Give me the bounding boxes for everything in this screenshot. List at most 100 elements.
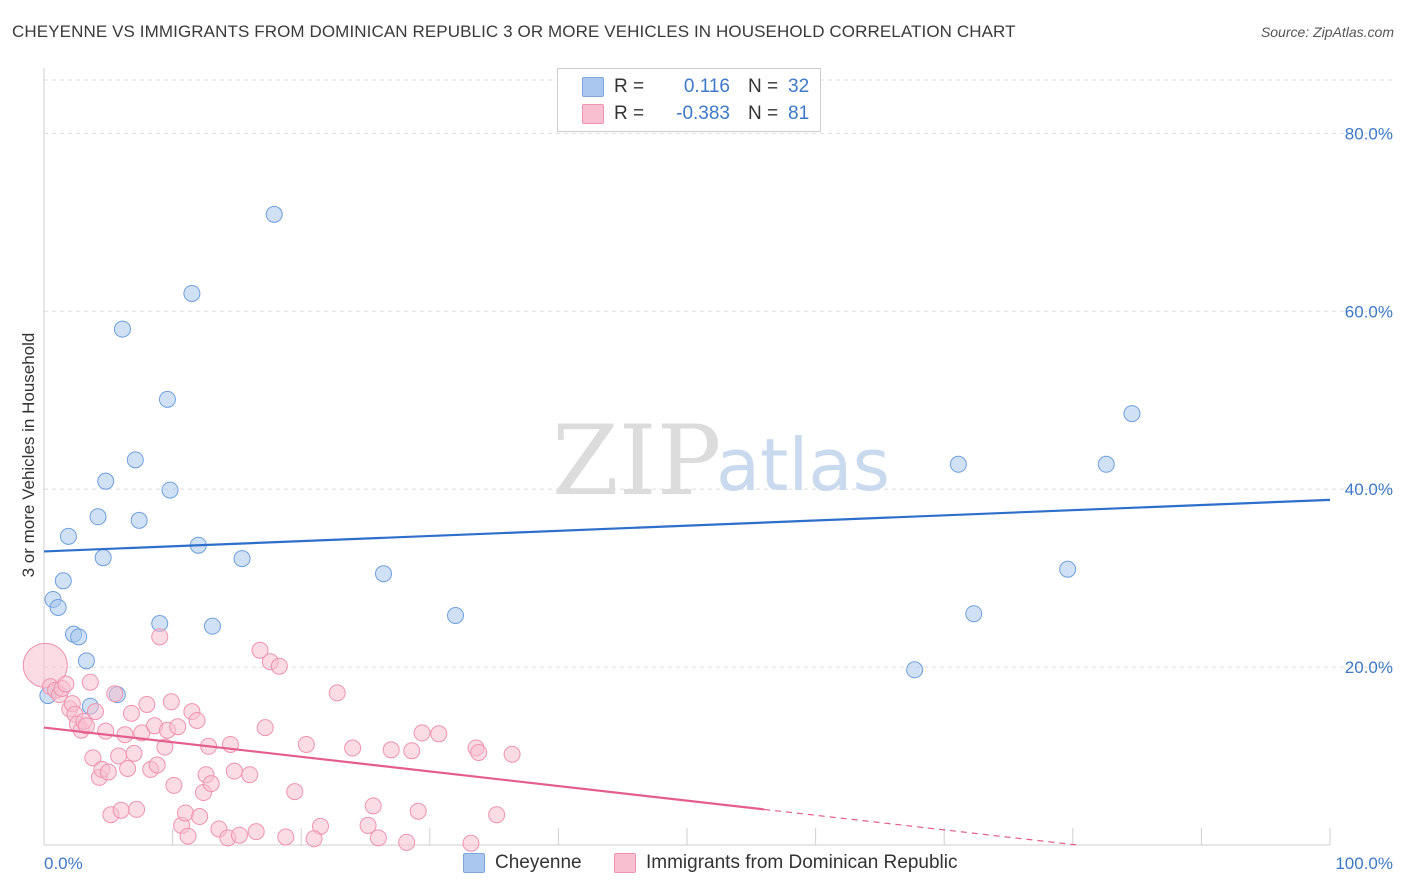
dominican-point	[369, 829, 387, 847]
cheyenne-point	[89, 508, 107, 526]
cheyenne-point	[1097, 455, 1115, 473]
dominican-point	[305, 830, 323, 848]
cheyenne-point	[906, 661, 924, 679]
legend-r-label: R =	[614, 76, 645, 97]
cheyenne-point	[94, 549, 112, 567]
cheyenne-point	[126, 451, 144, 469]
dominican-point	[503, 745, 521, 763]
dominican-point	[430, 725, 448, 743]
cheyenne-point	[70, 628, 88, 646]
dominican-point	[176, 804, 194, 822]
data-points	[22, 205, 1141, 852]
cheyenne-trend-line	[43, 498, 1331, 553]
dominican-point	[251, 641, 269, 659]
y-tick-label: 80.0%	[1345, 124, 1393, 143]
dominican-point	[286, 783, 304, 801]
watermark-atlas: atlas	[716, 423, 890, 507]
dominican-point	[462, 834, 480, 852]
dominican-point	[151, 628, 169, 646]
cheyenne-point	[375, 565, 393, 583]
legend-n-label: N =	[748, 103, 779, 124]
legend-n-value: 32	[788, 76, 810, 97]
dominican-point	[77, 717, 95, 735]
series-legend: Cheyenne Immigrants from Dominican Repub…	[0, 852, 1406, 878]
y-tick-label: 60.0%	[1345, 302, 1393, 321]
dominican-point	[403, 742, 421, 760]
dominican-point	[116, 726, 134, 744]
dominican-point	[97, 722, 115, 740]
dominican-point	[133, 724, 151, 742]
dominican-point	[81, 673, 99, 691]
y-tick-label: 40.0%	[1345, 480, 1393, 499]
cheyenne-point	[113, 320, 131, 338]
dominican-point	[156, 738, 174, 756]
dominican-point	[148, 756, 166, 774]
watermark-zip: ZIP	[552, 405, 721, 517]
legend-r-value: 0.116	[683, 76, 730, 97]
legend-row-cheyenne: R = 0.116 N = 32	[582, 75, 809, 99]
dominican-point	[202, 775, 220, 793]
dominican-point	[165, 776, 183, 794]
legend-r-label: R =	[614, 103, 645, 124]
dominican-point	[138, 695, 156, 713]
cheyenne-point	[161, 481, 179, 499]
y-tick-label: 20.0%	[1345, 658, 1393, 677]
dominican-trend-extension	[764, 808, 1078, 846]
legend-swatch-cheyenne	[582, 77, 604, 97]
legend-n-label: N =	[748, 76, 779, 97]
dominican-point	[270, 657, 288, 675]
cheyenne-point	[447, 607, 465, 624]
legend-r-value: -0.383	[676, 103, 730, 124]
dominican-swatch	[614, 853, 636, 873]
legend-row-dominican: R = -0.383 N = 81	[582, 102, 809, 126]
cheyenne-point	[1059, 560, 1077, 578]
cheyenne-point	[949, 455, 967, 473]
series-legend-cheyenne[interactable]: Cheyenne	[463, 852, 582, 874]
dominican-point	[398, 833, 416, 851]
legend-n-value: 81	[788, 103, 810, 124]
dominican-point	[470, 743, 488, 761]
dominican-point	[57, 675, 75, 693]
dominican-point	[84, 749, 102, 767]
cheyenne-point	[97, 472, 115, 490]
cheyenne-point	[183, 284, 201, 302]
cheyenne-point	[1123, 405, 1141, 423]
dominican-point	[191, 808, 209, 826]
dominican-point	[99, 763, 117, 781]
dominican-point	[230, 826, 248, 844]
cheyenne-point	[158, 390, 176, 408]
correlation-legend: R = 0.116 N = 32 R = -0.383 N = 81	[557, 68, 821, 132]
watermark: ZIP atlas	[552, 405, 890, 517]
cheyenne-legend-label: Cheyenne	[495, 852, 582, 873]
dominican-point	[188, 711, 206, 729]
trend-lines	[43, 498, 1331, 846]
source-label: Source: ZipAtlas.com	[1260, 24, 1394, 40]
gridlines	[44, 79, 1392, 668]
dominican-point	[382, 741, 400, 759]
dominican-point	[122, 704, 140, 722]
dominican-point	[162, 693, 180, 711]
dominican-point	[125, 744, 143, 762]
cheyenne-point	[54, 572, 72, 590]
series-legend-dominican[interactable]: Immigrants from Dominican Republic	[614, 852, 958, 874]
dominican-legend-label: Immigrants from Dominican Republic	[646, 852, 958, 873]
dominican-point	[128, 800, 146, 818]
axes	[43, 68, 1331, 846]
cheyenne-swatch	[463, 853, 485, 873]
cheyenne-point	[77, 652, 95, 670]
cheyenne-point	[233, 550, 251, 568]
dominican-point	[328, 684, 346, 702]
dominican-point	[488, 806, 506, 824]
dominican-point	[119, 760, 137, 777]
tick-labels: 20.0% 40.0% 60.0% 80.0% 0.0% 100.0%	[44, 124, 1393, 873]
dominican-trend-line	[43, 726, 765, 811]
cheyenne-point	[265, 205, 283, 223]
dominican-point	[241, 766, 259, 784]
dominican-point	[179, 827, 197, 845]
cheyenne-point	[59, 527, 77, 545]
dominican-point	[413, 724, 431, 742]
dominican-point	[344, 739, 362, 757]
dominican-point	[86, 703, 104, 721]
chart-title: CHEYENNE VS IMMIGRANTS FROM DOMINICAN RE…	[12, 22, 1016, 41]
